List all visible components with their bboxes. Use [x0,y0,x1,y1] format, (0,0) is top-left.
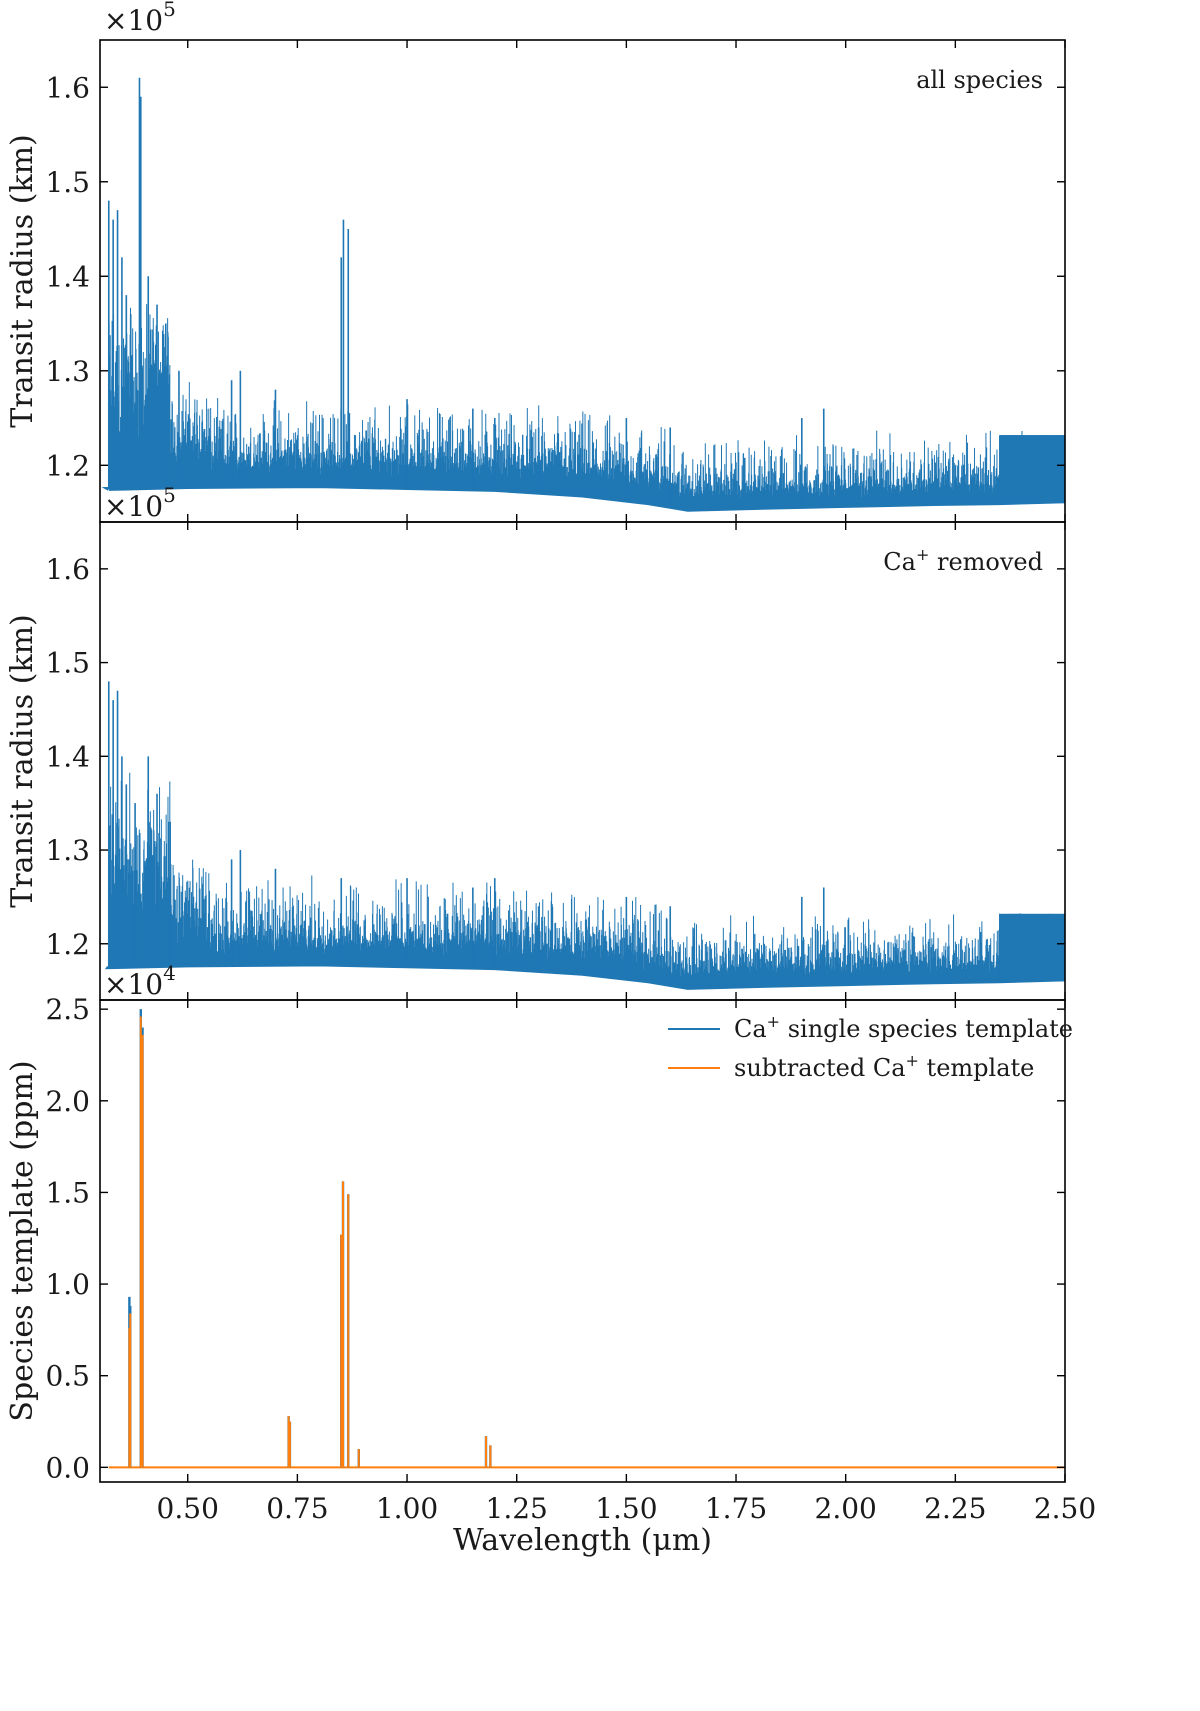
y-multiplier: ×104 [104,961,176,1001]
panel-species-template: 0.0 0.5 1.0 1.5 2.0 2.5 0.50 0.75 1.00 1.25 1.50 1… [5,961,1096,1558]
y-tick-label: 0.0 [45,1451,90,1484]
y-tick-label: 1.3 [45,355,90,388]
panel-all-species: 1.2 1.3 1.4 1.5 1.6 ×105 all species Transit… [5,0,1066,523]
y-tick-label: 0.5 [45,1360,90,1393]
y-ticks: 0.0 0.5 1.0 1.5 2.0 2.5 [45,993,1065,1484]
spectrum-forest [108,772,1065,988]
x-tick-label: 2.00 [815,1492,877,1525]
x-tick-label: 1.25 [486,1492,548,1525]
y-axis-label: Transit radius (km) [5,614,40,907]
y-ticks: 1.2 1.3 1.4 1.5 1.6 [45,553,1065,961]
panel-annotation: all species [916,66,1043,94]
y-tick-label: 2.0 [45,1085,90,1118]
x-tick-label: 1.50 [595,1492,657,1525]
x-tick-label: 2.50 [1034,1492,1096,1525]
y-multiplier: ×105 [104,0,176,37]
x-ticks [187,522,1066,1000]
y-tick-label: 1.4 [45,740,90,773]
x-tick-label: 1.00 [376,1492,438,1525]
axes-frame [99,999,1066,1483]
panel-ca-removed: 1.2 1.3 1.4 1.5 1.6 ×105 Ca+ removed Transit… [5,483,1066,1001]
x-axis-label: Wavelength (μm) [453,1523,712,1558]
panel-annotation: Ca+ removed [883,545,1043,576]
spectrum-baseline [104,962,1065,990]
y-tick-label: 1.5 [45,1176,90,1209]
legend-entry-subtracted: subtracted Ca+ template [734,1051,1034,1082]
y-ticks: 1.2 1.3 1.4 1.5 1.6 [45,71,1065,482]
plot-area [108,1009,1065,1469]
y-tick-label: 1.5 [45,166,90,199]
y-axis-label: Species template (ppm) [5,1060,40,1421]
spectrum-baseline [102,484,1065,512]
x-tick-label: 0.50 [157,1492,219,1525]
x-tick-label: 0.75 [266,1492,328,1525]
spectrum-plateau [999,435,1065,504]
x-tick-label: 1.75 [705,1492,767,1525]
y-tick-label: 1.2 [45,449,90,482]
y-tick-label: 1.4 [45,260,90,293]
y-multiplier: ×105 [104,483,176,523]
x-tick-label: 2.25 [924,1492,986,1525]
y-tick-label: 1.6 [45,71,90,104]
spectrum-plateau [999,913,1065,982]
axes-frame [99,521,1066,1001]
plot-area [102,77,1065,512]
y-tick-label: 1.0 [45,1268,90,1301]
y-axis-label: Transit radius (km) [5,134,40,427]
x-ticks [187,40,1066,522]
y-tick-label: 2.5 [45,993,90,1026]
plot-area [104,681,1065,990]
spectrum-forest [108,304,1065,510]
y-tick-label: 1.2 [45,928,90,961]
y-tick-label: 1.3 [45,834,90,867]
legend: Ca+ single species template subtracted C… [668,1012,1073,1082]
y-tick-label: 1.6 [45,553,90,586]
y-tick-label: 1.5 [45,647,90,680]
legend-entry-single-species: Ca+ single species template [734,1012,1073,1043]
x-ticks: 0.50 0.75 1.00 1.25 1.50 1.75 2.00 2.25 2.50 [157,1000,1096,1525]
